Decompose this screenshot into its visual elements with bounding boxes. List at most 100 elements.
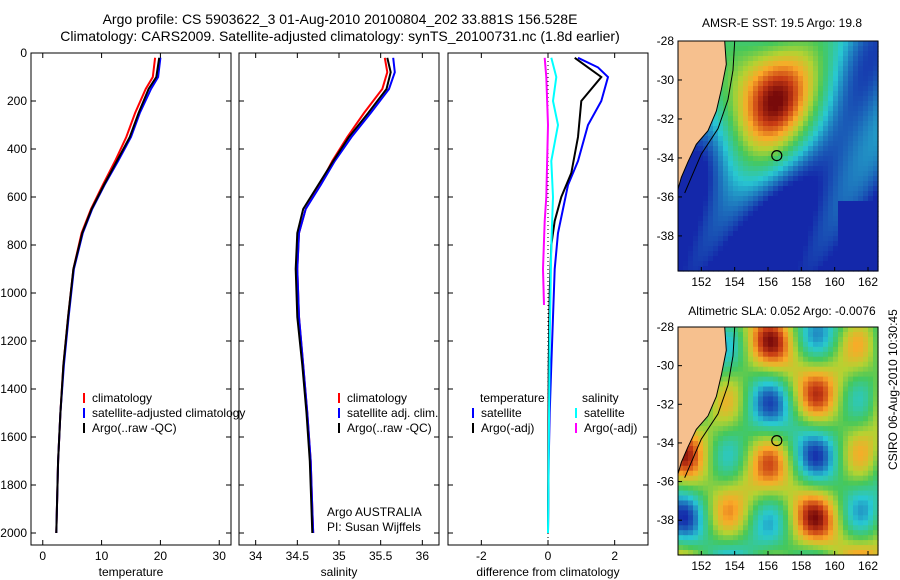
map-cell bbox=[748, 460, 754, 467]
map-cell bbox=[863, 520, 869, 526]
map-cell bbox=[813, 216, 819, 222]
map-cell bbox=[858, 186, 864, 192]
legend-header: temperature bbox=[480, 391, 545, 405]
map-cell bbox=[758, 136, 764, 142]
map-cell bbox=[863, 241, 869, 247]
map-cell bbox=[793, 470, 799, 477]
map-cell bbox=[788, 485, 794, 492]
map-cell bbox=[863, 201, 869, 207]
map-cell bbox=[793, 495, 799, 502]
map-cell bbox=[743, 356, 749, 363]
map-cell bbox=[768, 46, 774, 52]
map-cell bbox=[808, 391, 814, 397]
map-cell bbox=[843, 510, 849, 516]
map-cell bbox=[723, 266, 729, 272]
map-cell bbox=[678, 211, 684, 217]
map-cell bbox=[783, 216, 789, 222]
map-cell bbox=[778, 71, 784, 77]
map-cell bbox=[733, 401, 739, 407]
map-cell bbox=[758, 106, 764, 112]
map-cell bbox=[713, 116, 719, 122]
map-cell bbox=[778, 186, 784, 192]
map-cell bbox=[733, 411, 739, 417]
map-cell bbox=[873, 141, 879, 147]
map-cell bbox=[703, 465, 709, 472]
map-cell bbox=[808, 361, 814, 368]
map-cell bbox=[808, 176, 814, 182]
map-cell bbox=[763, 356, 769, 363]
map-cell bbox=[773, 56, 779, 62]
map-cell bbox=[783, 246, 789, 252]
map-cell bbox=[858, 550, 864, 556]
map-cell bbox=[713, 540, 719, 546]
map-cell bbox=[733, 126, 739, 132]
map-cell bbox=[758, 520, 764, 526]
map-cell bbox=[738, 136, 744, 142]
map-cell bbox=[743, 66, 749, 72]
map-cell bbox=[698, 251, 704, 257]
map-cell bbox=[853, 396, 859, 402]
map-cell bbox=[693, 441, 699, 447]
map-cell bbox=[843, 426, 849, 432]
map-cell bbox=[683, 540, 689, 546]
lon-tick-label: 152 bbox=[691, 559, 711, 573]
map-cell bbox=[818, 136, 824, 142]
map-cell bbox=[753, 361, 759, 368]
map-cell bbox=[863, 246, 869, 252]
map-cell bbox=[753, 540, 759, 546]
x-axis-label: temperature bbox=[99, 565, 164, 579]
map-cell bbox=[733, 156, 739, 162]
map-cell bbox=[813, 66, 819, 72]
map-cell bbox=[863, 346, 869, 353]
map-cell bbox=[868, 336, 874, 343]
map-cell bbox=[733, 266, 739, 272]
map-cell bbox=[823, 416, 829, 422]
map-cell bbox=[793, 535, 799, 541]
map-cell bbox=[848, 545, 854, 551]
map-cell bbox=[728, 545, 734, 551]
map-cell bbox=[788, 66, 794, 72]
map-cell bbox=[828, 141, 834, 147]
map-cell bbox=[758, 500, 764, 507]
map-cell bbox=[713, 161, 719, 167]
map-cell bbox=[753, 475, 759, 482]
map-cell bbox=[708, 251, 714, 257]
map-cell bbox=[743, 336, 749, 343]
map-cell bbox=[773, 525, 779, 531]
map-cell bbox=[753, 61, 759, 67]
map-cell bbox=[858, 111, 864, 117]
map-cell bbox=[788, 71, 794, 77]
map-cell bbox=[788, 116, 794, 122]
map-cell bbox=[773, 76, 779, 82]
map-cell bbox=[683, 500, 689, 507]
map-cell bbox=[723, 191, 729, 197]
map-cell bbox=[783, 460, 789, 467]
map-cell bbox=[753, 181, 759, 187]
map-cell bbox=[833, 226, 839, 232]
map-cell bbox=[733, 381, 739, 388]
map-cell bbox=[723, 386, 729, 393]
map-cell bbox=[843, 126, 849, 132]
map-cell bbox=[813, 545, 819, 551]
map-cell bbox=[708, 535, 714, 541]
map-cell bbox=[808, 376, 814, 383]
map-cell bbox=[738, 376, 744, 383]
map-cell bbox=[838, 500, 844, 507]
map-cell bbox=[838, 366, 844, 373]
map-cell bbox=[863, 505, 869, 511]
map-cell bbox=[818, 510, 824, 516]
map-cell bbox=[723, 332, 729, 338]
map-cell bbox=[753, 126, 759, 132]
map-cell bbox=[828, 386, 834, 393]
map-cell bbox=[678, 256, 684, 262]
map-cell bbox=[698, 545, 704, 551]
map-cell bbox=[783, 406, 789, 412]
map-cell bbox=[798, 525, 804, 531]
map-cell bbox=[738, 116, 744, 122]
map-cell bbox=[708, 161, 714, 167]
map-cell bbox=[803, 186, 809, 192]
map-cell bbox=[858, 485, 864, 492]
map-cell bbox=[778, 126, 784, 132]
map-cell bbox=[838, 101, 844, 107]
map-cell bbox=[868, 86, 874, 92]
